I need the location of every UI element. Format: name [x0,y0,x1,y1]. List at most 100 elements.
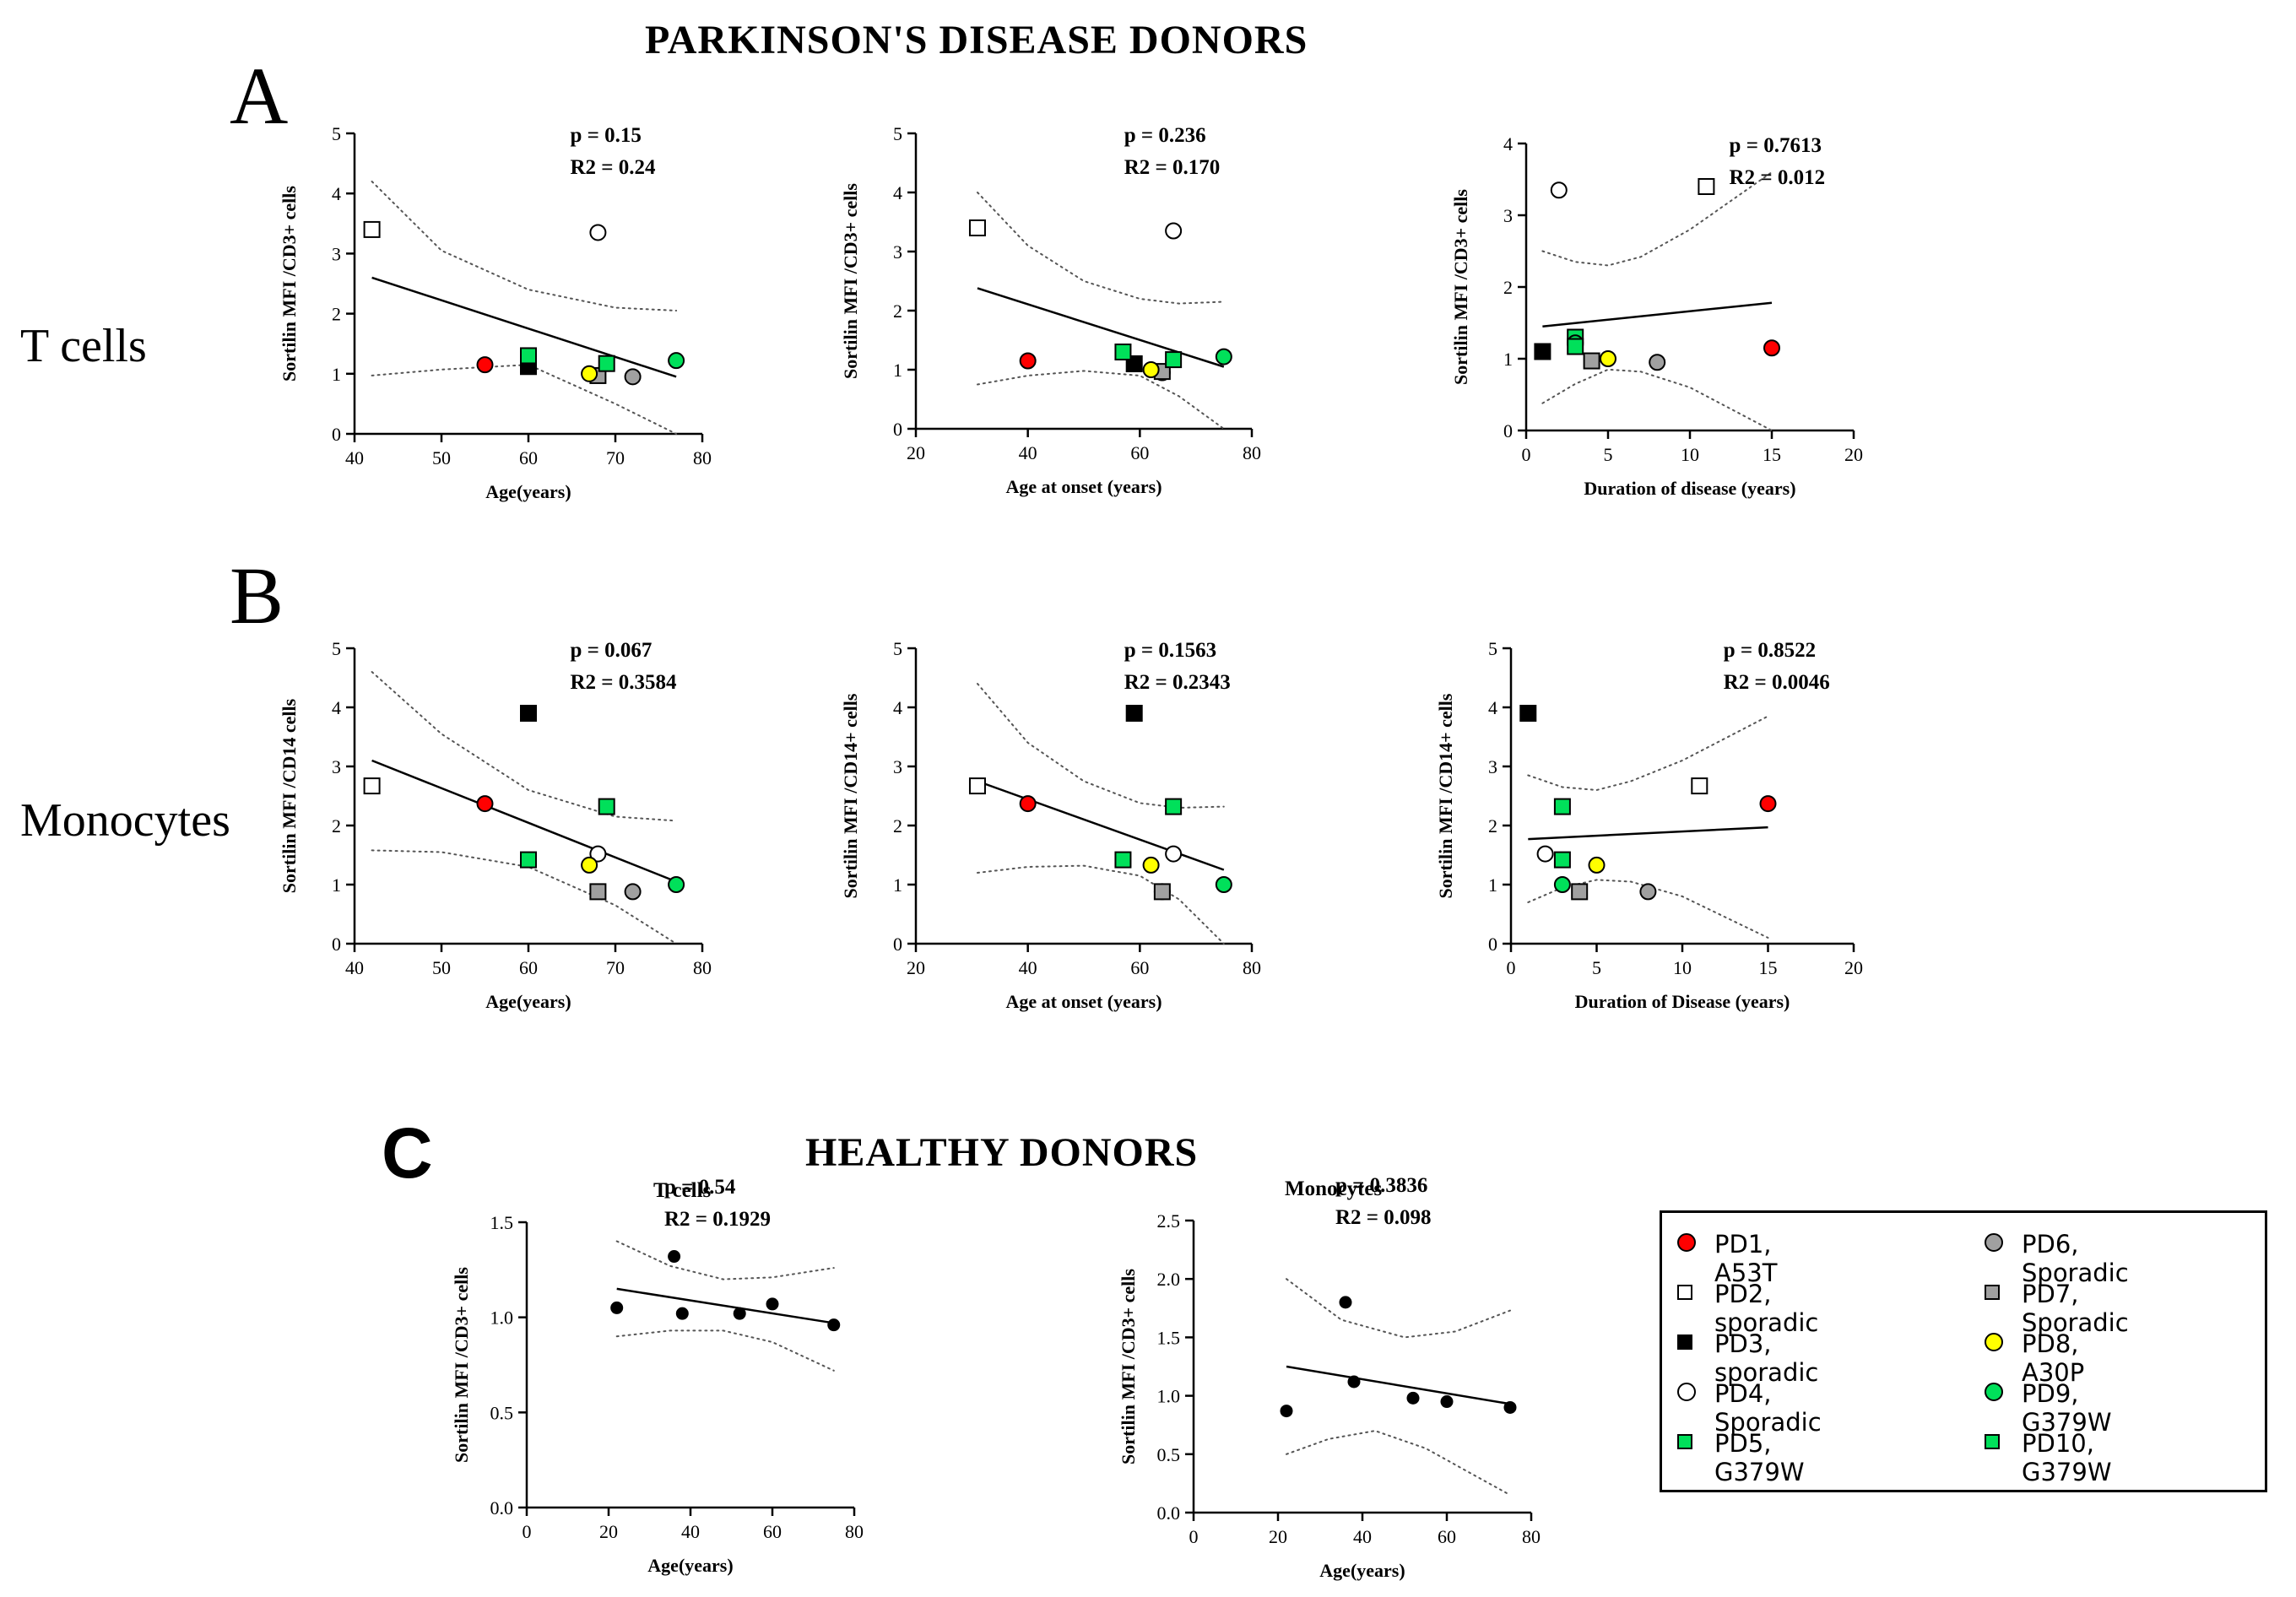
data-point-PD3 [1519,705,1537,722]
x-tick-label: 80 [693,957,712,978]
r2-value-text: R2 = 0.012 [1730,166,1826,189]
r2-value-text: R2 = 0.24 [570,156,656,179]
y-tick-label: 4 [332,697,341,718]
data-point-PD6 [624,883,642,901]
x-tick-label: 60 [1130,957,1149,978]
x-tick-label: 50 [432,957,451,978]
data-point-PD3 [1534,343,1551,360]
data-point [733,1307,746,1320]
y-axis-label: Sortilin MFI /CD14+ cells [840,693,861,898]
legend-marker-icon [1985,1383,2003,1401]
legend-label: PD3, sporadic [1714,1329,1819,1387]
y-tick-label: 5 [893,123,902,144]
data-point-PD5 [520,851,537,869]
x-tick-label: 80 [1243,442,1261,463]
y-tick-label: 0.0 [1157,1502,1181,1524]
y-tick-label: 0 [893,934,902,955]
y-tick-label: 5 [332,123,341,144]
x-tick-label: 80 [693,447,712,468]
panel-letter-b: B [230,550,284,641]
data-point [827,1318,841,1332]
y-tick-label: 2 [1503,277,1513,298]
r2-value-text: R2 = 0.0046 [1724,671,1830,694]
legend-marker-icon [1677,1233,1696,1252]
x-tick-label: 20 [599,1521,618,1542]
legend-marker-icon [1677,1383,1696,1401]
ci-upper-curve [1286,1278,1511,1339]
data-point [766,1297,779,1311]
legend-label: PD6, Sporadic [2022,1230,2129,1287]
data-point-PD9 [668,876,685,893]
y-tick-label: 2 [893,300,902,322]
chart-subtitle: T cells [653,1179,712,1202]
data-point-PD2 [968,777,986,795]
regression-line [977,287,1225,368]
data-point-PD2 [968,219,986,236]
chart-C2: 0.0 0.5 1.0 1.5 2.0 2.5 0 20 40 60 80 Age(years) Sor… [1118,1174,1541,1581]
data-point-PD10 [598,355,615,372]
y-tick-label: 2 [893,815,902,836]
p-value-text: p = 0.8522 [1724,639,1816,662]
x-tick-label: 60 [1438,1526,1456,1547]
x-tick-label: 15 [1763,444,1781,465]
x-tick-label: 20 [907,442,925,463]
y-tick-label: 3 [893,756,902,777]
legend: PD1, A53T PD2, sporadic PD3, sporadic PD4, … [1660,1210,2267,1492]
x-tick-label: 60 [763,1521,782,1542]
data-point [668,1250,681,1264]
p-value-text: p = 0.54 [664,1176,736,1199]
row-label-t-cells: T cells [20,320,147,372]
p-value-text: p = 0.3836 [1335,1174,1427,1197]
legend-label: PD7, Sporadic [2022,1280,2129,1337]
y-tick-label: 0.0 [490,1497,514,1519]
ci-upper-curve [1527,715,1769,792]
y-tick-label: 2.5 [1157,1210,1181,1232]
y-tick-label: 3 [1503,205,1513,226]
ci-lower-curve [977,370,1225,430]
y-tick-label: 1 [893,874,902,896]
x-tick-label: 40 [1353,1526,1372,1547]
chart-B3: 0 1 2 3 4 5 0 5 10 15 20 Duration of Disease (years… [1435,638,1863,1012]
data-point-PD10 [1165,798,1183,815]
data-point-PD5 [1114,851,1132,869]
data-point [610,1301,624,1314]
data-point-PD1 [1019,352,1037,370]
x-tick-label: 40 [1019,957,1037,978]
y-tick-label: 2 [1488,815,1497,836]
x-tick-label: 0 [1189,1526,1199,1547]
y-axis-label: Sortilin MFI /CD3+ cells [279,186,300,382]
data-point-PD9 [1215,348,1232,365]
panel-letter-a: A [230,51,289,141]
data-point [1339,1296,1352,1309]
legend-label: PD1, A53T [1714,1230,1778,1287]
legend-marker-icon [1985,1285,2000,1300]
y-tick-label: 1.0 [1157,1386,1181,1407]
data-point-PD10 [1567,338,1584,355]
chart-A3: 0 1 2 3 4 0 5 10 15 20 Duration of disease (years)… [1450,133,1863,499]
y-tick-label: 4 [893,182,902,203]
x-axis-label: Age(years) [485,481,571,502]
y-tick-label: 0.5 [490,1402,514,1423]
data-point-PD6 [1639,883,1657,901]
data-point-PD1 [1759,795,1777,813]
data-point-PD4 [589,845,607,863]
data-point-PD10 [598,798,615,815]
legend-label: PD9, G379W [2022,1379,2112,1437]
data-point-PD1 [476,356,494,374]
x-tick-label: 0 [523,1521,532,1542]
regression-line [616,1287,834,1324]
p-value-text: p = 0.15 [570,124,641,147]
x-tick-label: 60 [1130,442,1149,463]
x-axis-label: Age(years) [1319,1560,1405,1581]
ci-upper-curve [371,671,678,822]
x-tick-label: 40 [681,1521,700,1542]
data-point-PD2 [363,777,381,795]
data-point-PD7 [1153,883,1171,901]
legend-label: PD4, Sporadic [1714,1379,1822,1437]
data-point-PD9 [1215,876,1232,893]
x-tick-label: 40 [345,447,364,468]
data-point-PD10 [1165,351,1183,369]
x-tick-label: 60 [519,447,538,468]
y-tick-label: 1 [332,364,341,385]
